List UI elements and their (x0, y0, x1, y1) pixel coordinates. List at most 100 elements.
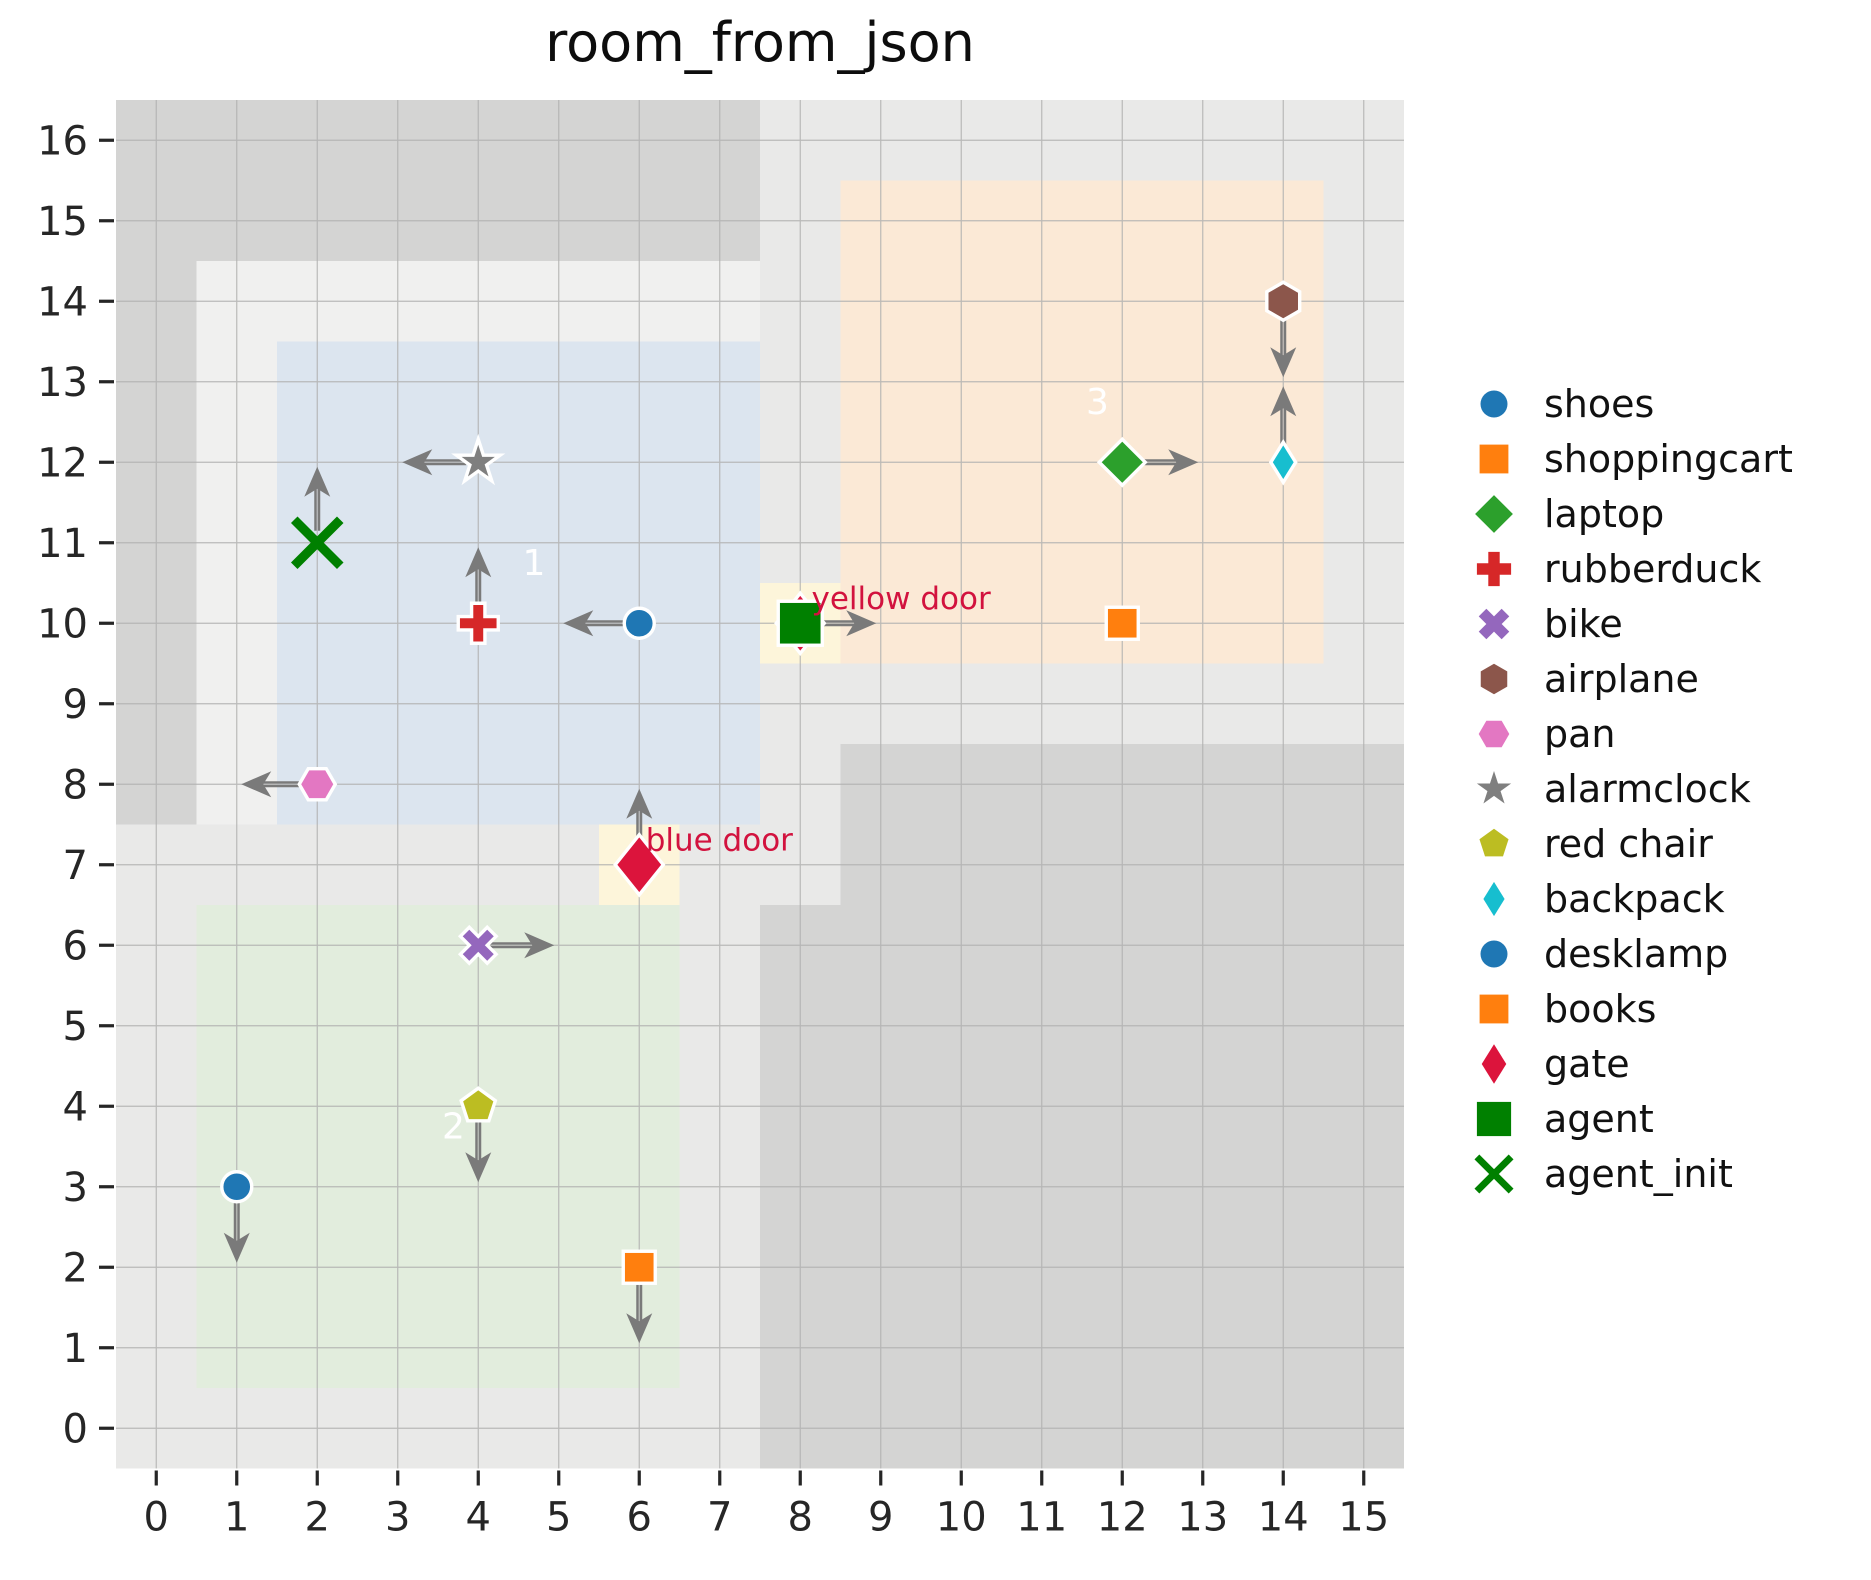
y-tick-4: 4 (63, 1084, 88, 1130)
room-1-blue (277, 341, 760, 825)
desklamp-arrow (223, 1198, 250, 1263)
gate-legend-marker-icon (1481, 1043, 1507, 1084)
x-tick-4: 4 (466, 1495, 491, 1541)
desklamp-legend-marker-icon (1480, 940, 1508, 967)
backpack-legend-marker-icon (1483, 881, 1505, 916)
alarmclock-marker (451, 433, 506, 486)
yellow-door-label: yellow door (812, 581, 991, 617)
object-markers (220, 280, 1302, 1285)
axes: 0 1 2 3 4 5 6 7 8 9 10 11 12 13 14 15012345678910111213… (37, 118, 1389, 1540)
legend-label: laptop (1544, 491, 1665, 536)
x-tick-15: 15 (1338, 1495, 1389, 1541)
airplane-marker (1265, 280, 1302, 323)
x-tick-12: 12 (1097, 1495, 1148, 1541)
legend-item-alarmclock: alarmclock (1466, 761, 1793, 816)
legend-label: rubberduck (1544, 546, 1762, 591)
legend-item-red-chair: red chair (1466, 816, 1793, 871)
x-tick-9: 9 (868, 1495, 893, 1541)
legend: shoes shoppingcart laptop rubberduck bike air… (1466, 376, 1793, 1201)
y-tick-3: 3 (63, 1165, 88, 1211)
y-tick-16: 16 (37, 118, 88, 164)
x-tick-6: 6 (627, 1495, 652, 1541)
alarmclock-arrow (402, 449, 467, 476)
red-chair-legend-marker-icon (1479, 828, 1509, 856)
agent-legend-marker-icon (1476, 1101, 1512, 1136)
shoes-marker (622, 606, 656, 640)
red chair-arrow (465, 1118, 492, 1183)
x-tick-10: 10 (936, 1495, 987, 1541)
y-tick-0: 0 (63, 1406, 88, 1452)
rubberduck-marker (456, 601, 500, 645)
legend-item-airplane: airplane (1466, 651, 1793, 706)
y-tick-15: 15 (37, 199, 88, 245)
legend-label: shoes (1544, 381, 1655, 426)
x-tick-2: 2 (305, 1495, 330, 1541)
legend-item-books: books (1466, 981, 1793, 1036)
legend-item-pan: pan (1466, 706, 1793, 761)
agent_init-marker (290, 516, 344, 570)
direction-arrows (223, 313, 1297, 1344)
x-tick-5: 5 (546, 1495, 571, 1541)
y-tick-7: 7 (63, 843, 88, 889)
desklamp-marker (220, 1170, 254, 1204)
pan-arrow (241, 771, 306, 798)
legend-label: gate (1544, 1041, 1630, 1086)
legend-label: pan (1544, 711, 1616, 756)
backpack-marker (1268, 439, 1298, 486)
gate-blue-door-marker (613, 832, 666, 898)
y-tick-6: 6 (63, 923, 88, 969)
agent-marker (776, 599, 824, 647)
airplane-legend-marker-icon (1480, 663, 1508, 694)
legend-label: shoppingcart (1544, 436, 1793, 481)
wall-top-left (116, 100, 760, 261)
legend-label: books (1544, 986, 1657, 1031)
room-label-3: 3 (1086, 382, 1109, 423)
room-label-1: 1 (523, 543, 546, 584)
x-tick-11: 11 (1016, 1495, 1067, 1541)
books-legend-marker-icon (1479, 994, 1509, 1023)
y-tick-5: 5 (63, 1004, 88, 1050)
y-tick-10: 10 (37, 601, 88, 647)
y-tick-14: 14 (37, 279, 88, 325)
legend-label: bike (1544, 601, 1623, 646)
y-tick-1: 1 (63, 1326, 88, 1372)
y-tick-8: 8 (63, 762, 88, 808)
y-tick-11: 11 (37, 521, 88, 567)
alarmclock-legend-marker-icon (1476, 770, 1512, 804)
legend-item-backpack: backpack (1466, 871, 1793, 926)
room-3-orange (840, 180, 1324, 664)
bike-legend-marker-icon (1478, 608, 1510, 639)
legend-label: red chair (1544, 821, 1713, 866)
books-arrow (626, 1279, 653, 1344)
legend-item-desklamp: desklamp (1466, 926, 1793, 981)
legend-item-agent: agent (1466, 1091, 1793, 1146)
legend-item-agent_init: agent_init (1466, 1146, 1793, 1201)
agent_init-legend-marker-icon (1474, 1153, 1514, 1194)
agent_init-arrow (304, 466, 331, 531)
legend-item-shoppingcart: shoppingcart (1466, 431, 1793, 486)
laptop-marker (1096, 436, 1148, 488)
legend-item-bike: bike (1466, 596, 1793, 651)
legend-item-gate: gate (1466, 1036, 1793, 1091)
y-tick-9: 9 (63, 682, 88, 728)
legend-label: airplane (1544, 656, 1699, 701)
x-tick-14: 14 (1258, 1495, 1309, 1541)
bike-arrow (490, 932, 555, 959)
y-tick-2: 2 (63, 1245, 88, 1291)
shoes-arrow (563, 610, 628, 637)
shoes-legend-marker-icon (1480, 390, 1508, 417)
x-tick-8: 8 (788, 1495, 813, 1541)
y-tick-12: 12 (37, 440, 88, 486)
red chair-marker (459, 1086, 498, 1123)
x-tick-13: 13 (1177, 1495, 1228, 1541)
legend-label: alarmclock (1544, 766, 1751, 811)
bike-marker (457, 924, 499, 966)
pan-legend-marker-icon (1478, 720, 1510, 747)
legend-label: agent (1544, 1096, 1654, 1141)
shoppingcart-marker (1104, 605, 1140, 641)
x-tick-1: 1 (224, 1495, 249, 1541)
legend-label: desklamp (1544, 931, 1729, 976)
room-2-green (196, 905, 680, 1388)
legend-item-rubberduck: rubberduck (1466, 541, 1793, 596)
